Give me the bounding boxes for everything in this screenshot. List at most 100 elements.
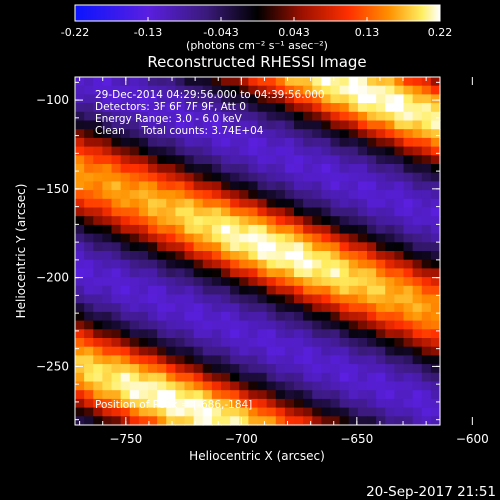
heatmap-cell: [266, 329, 277, 339]
heatmap-cell: [321, 355, 332, 365]
heatmap-cell: [129, 338, 140, 348]
heatmap-cell: [120, 120, 131, 130]
heatmap-cell: [84, 259, 94, 269]
heatmap-cell: [312, 311, 322, 322]
heatmap-cell: [330, 172, 341, 182]
heatmap-cell: [221, 137, 231, 148]
heatmap-cell: [129, 207, 140, 217]
heatmap-cell: [202, 103, 213, 113]
heatmap-cell: [148, 172, 158, 182]
heatmap-cell: [175, 224, 186, 235]
heatmap-cell: [367, 137, 377, 148]
heatmap-cell: [166, 268, 176, 278]
heatmap-cell: [193, 85, 204, 95]
heatmap-cell: [284, 207, 295, 217]
heatmap-cell: [75, 181, 85, 191]
heatmap-cell: [412, 207, 423, 217]
heatmap-cell: [221, 233, 231, 243]
heatmap-cell: [348, 242, 359, 252]
heatmap-cell: [421, 311, 432, 322]
heatmap-cell: [321, 120, 332, 130]
heatmap-cell: [321, 155, 332, 165]
heatmap-cell: [421, 268, 432, 278]
heatmap-cell: [421, 407, 432, 417]
heatmap-cell: [202, 320, 213, 330]
heatmap-cell: [221, 320, 231, 330]
heatmap-cell: [339, 268, 350, 278]
heatmap-cell: [266, 259, 277, 269]
heatmap-cell: [84, 129, 94, 139]
heatmap-cell: [376, 407, 386, 417]
heatmap-cell: [84, 164, 94, 174]
heatmap-cell: [157, 346, 167, 356]
heatmap-cell: [239, 251, 249, 261]
heatmap-cell: [202, 164, 213, 174]
heatmap-cell: [248, 94, 259, 104]
heatmap-cell: [339, 181, 350, 191]
heatmap-cell: [303, 390, 313, 400]
heatmap-cell: [157, 338, 167, 348]
heatmap-cell: [120, 285, 131, 296]
heatmap-cell: [221, 216, 231, 226]
heatmap-cell: [367, 311, 377, 322]
heatmap-cell: [403, 181, 414, 191]
heatmap-cell: [166, 216, 176, 226]
heatmap-cell: [84, 390, 94, 400]
heatmap-cell: [184, 294, 195, 304]
heatmap-cell: [129, 77, 140, 87]
heatmap-cell: [193, 398, 204, 409]
heatmap-cell: [157, 355, 167, 365]
heatmap-cell: [403, 320, 414, 330]
heatmap-cell: [339, 172, 350, 182]
heatmap-cell: [284, 137, 295, 148]
heatmap-cell: [394, 172, 405, 182]
heatmap-cell: [312, 224, 322, 235]
heatmap-cell: [148, 251, 158, 261]
heatmap-cell: [239, 364, 249, 374]
heatmap-cell: [357, 259, 368, 269]
heatmap-cell: [166, 346, 176, 356]
heatmap-cell: [339, 285, 350, 296]
heatmap-cell: [421, 216, 432, 226]
heatmap-cell: [102, 85, 113, 95]
colorbar: -0.22 -0.13 -0.043 0.043 0.13 0.22 (photons c…: [61, 4, 452, 52]
heatmap-cell: [221, 390, 231, 400]
heatmap-cell: [193, 164, 204, 174]
heatmap-cell: [138, 390, 149, 400]
heatmap-cell: [175, 338, 186, 348]
heatmap-cell: [175, 277, 186, 287]
heatmap-cell: [357, 146, 368, 156]
heatmap-cell: [394, 85, 405, 95]
heatmap-cell: [193, 311, 204, 322]
heatmap-cell: [330, 111, 341, 122]
heatmap-cell: [184, 198, 195, 209]
heatmap-cell: [430, 155, 441, 165]
y-tick-label: −200: [36, 271, 69, 285]
heatmap-cell: [294, 103, 304, 113]
heatmap-cell: [257, 294, 268, 304]
heatmap-cell: [294, 364, 304, 374]
heatmap-cell: [93, 416, 103, 426]
chart-title: Reconstructed RHESSI Image: [147, 53, 366, 71]
heatmap-cell: [284, 94, 295, 104]
heatmap-cell: [221, 329, 231, 339]
heatmap-cell: [421, 416, 432, 426]
heatmap-cell: [303, 190, 313, 200]
heatmap-cell: [357, 198, 368, 209]
heatmap-cell: [111, 311, 122, 322]
heatmap-cell: [202, 398, 213, 409]
heatmap-cell: [275, 294, 286, 304]
heatmap-cell: [412, 346, 423, 356]
heatmap-cell: [148, 216, 158, 226]
heatmap-cell: [138, 346, 149, 356]
heatmap-cell: [312, 85, 322, 95]
heatmap-cell: [157, 329, 167, 339]
x-axis-label: Heliocentric X (arcsec): [189, 449, 325, 463]
heatmap-cell: [84, 120, 94, 130]
heatmap-cell: [93, 277, 103, 287]
heatmap-cell: [221, 77, 231, 87]
heatmap-cell: [385, 320, 395, 330]
heatmap-cell: [412, 94, 423, 104]
heatmap-cell: [148, 120, 158, 130]
heatmap-cell: [357, 338, 368, 348]
